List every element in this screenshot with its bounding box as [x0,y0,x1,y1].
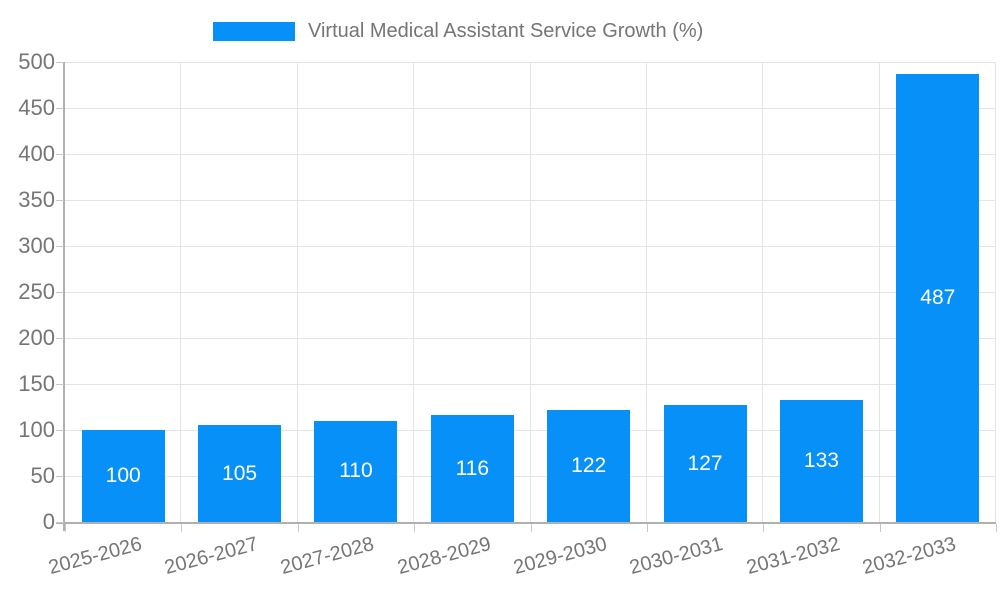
y-gridline [65,338,996,339]
y-axis-tick-label: 50 [30,463,55,488]
y-axis-tick-label: 0 [42,509,55,534]
bar[interactable]: 122 [547,409,631,522]
x-axis-tick [297,524,299,532]
bar-value-label: 133 [803,448,839,472]
y-axis-tick [56,246,64,247]
bar[interactable]: 105 [198,425,282,522]
x-gridline [296,62,298,522]
bar[interactable]: 110 [314,420,398,522]
y-axis-tick-label: 300 [18,233,55,258]
x-axis-category-label: 2030-2031 [627,533,726,580]
y-gridline [65,200,996,201]
bar[interactable]: 133 [779,399,863,522]
bar-value-label: 100 [105,464,141,487]
x-gridline [645,62,647,522]
y-gridline [65,246,996,247]
y-gridline [65,108,996,109]
bar-value-label: 127 [687,451,723,475]
legend: Virtual Medical Assistant Service Growth… [213,20,703,43]
y-gridline [65,476,996,477]
x-axis-tick [181,524,183,532]
y-axis-tick [56,154,64,155]
x-axis-tick [414,524,416,532]
legend-label: Virtual Medical Assistant Service Growth… [308,20,704,42]
x-axis-tick [65,524,66,532]
x-axis-category-label: 2032-2033 [860,533,959,580]
x-gridline [413,62,415,522]
x-axis-tick [763,524,765,532]
y-axis-tick [56,292,64,293]
x-axis-category-label: 2031-2032 [744,533,843,580]
y-axis-tick [56,522,64,523]
y-gridline [65,384,996,385]
x-axis-line [56,522,996,524]
bar[interactable]: 100 [81,430,165,522]
bar-value-label: 105 [222,461,258,485]
bar[interactable]: 116 [430,415,514,522]
x-axis-category-label: 2025-2026 [45,533,144,580]
x-gridline [529,62,531,522]
x-gridline [762,62,764,522]
bar-value-label: 110 [339,459,373,483]
y-gridline [65,430,996,431]
x-gridline [995,62,996,522]
y-axis-tick [56,384,64,385]
legend-swatch [213,22,295,41]
y-axis-tick-label: 450 [18,95,55,120]
bar-value-label: 116 [455,456,490,480]
x-axis-category-label: 2026-2027 [162,533,261,580]
bar-value-label: 122 [571,453,607,477]
x-axis-tick [646,524,648,532]
x-axis-category-label: 2027-2028 [278,533,377,580]
x-gridline [180,62,182,522]
y-axis-tick-label: 350 [18,187,55,212]
x-axis-category-label: 2029-2030 [511,533,610,580]
x-axis-tick [530,524,532,532]
y-axis-line [63,62,65,531]
y-axis-tick [56,476,64,477]
y-gridline [65,62,996,63]
bar-value-label: 487 [920,285,956,309]
y-axis-tick [56,430,64,431]
y-axis-tick-label: 400 [18,141,55,166]
y-axis-tick-label: 200 [18,325,55,350]
x-axis-tick [879,524,881,532]
y-axis-tick [56,338,64,339]
y-axis-tick-label: 250 [18,279,55,304]
y-axis-tick [56,108,64,109]
x-gridline [878,62,880,522]
x-axis-tick [996,524,997,532]
y-axis-tick-label: 500 [18,49,55,74]
y-axis-tick-label: 150 [18,371,55,396]
y-axis-tick [56,62,64,63]
y-axis-tick-label: 100 [18,417,55,442]
y-gridline [65,292,996,293]
y-axis-tick [56,200,64,201]
x-axis-category-label: 2028-2029 [394,533,494,580]
bar[interactable]: 487 [896,73,980,522]
bar[interactable]: 127 [663,405,747,522]
plot-area: 100 105 110 116 122 127 133 487 [65,62,996,522]
y-gridline [65,154,996,155]
